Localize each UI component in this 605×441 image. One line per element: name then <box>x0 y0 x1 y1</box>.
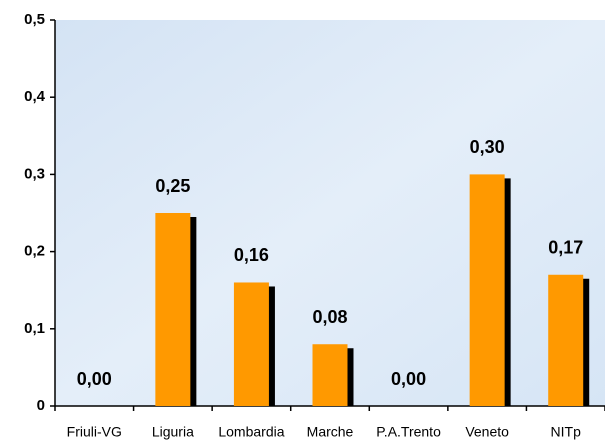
x-tick-label: Friuli-VG <box>67 424 122 440</box>
value-label: 0,16 <box>234 245 269 265</box>
x-tick-label: Liguria <box>152 424 194 440</box>
bar <box>312 344 348 406</box>
value-label: 0,30 <box>470 137 505 157</box>
y-tick-label: 0 <box>37 397 45 414</box>
y-tick-label: 0,2 <box>24 243 45 260</box>
y-tick-label: 0,5 <box>24 11 45 28</box>
plot-area <box>55 20 605 406</box>
value-label: 0,00 <box>77 369 112 389</box>
x-tick-label: NITp <box>551 424 582 440</box>
value-label: 0,25 <box>155 176 190 196</box>
bar <box>469 174 505 406</box>
x-tick-label: Veneto <box>465 424 509 440</box>
y-tick-label: 0,3 <box>24 165 45 182</box>
y-tick-label: 0,1 <box>24 320 45 337</box>
x-tick-label: P.A.Trento <box>376 424 441 440</box>
value-label: 0,00 <box>391 369 426 389</box>
value-label: 0,08 <box>312 307 347 327</box>
y-tick-label: 0,4 <box>24 88 46 105</box>
bar <box>548 274 584 406</box>
value-label: 0,17 <box>548 238 583 258</box>
bar <box>155 213 191 406</box>
x-tick-label: Lombardia <box>218 424 284 440</box>
x-tick-label: Marche <box>307 424 354 440</box>
bar <box>233 282 269 406</box>
